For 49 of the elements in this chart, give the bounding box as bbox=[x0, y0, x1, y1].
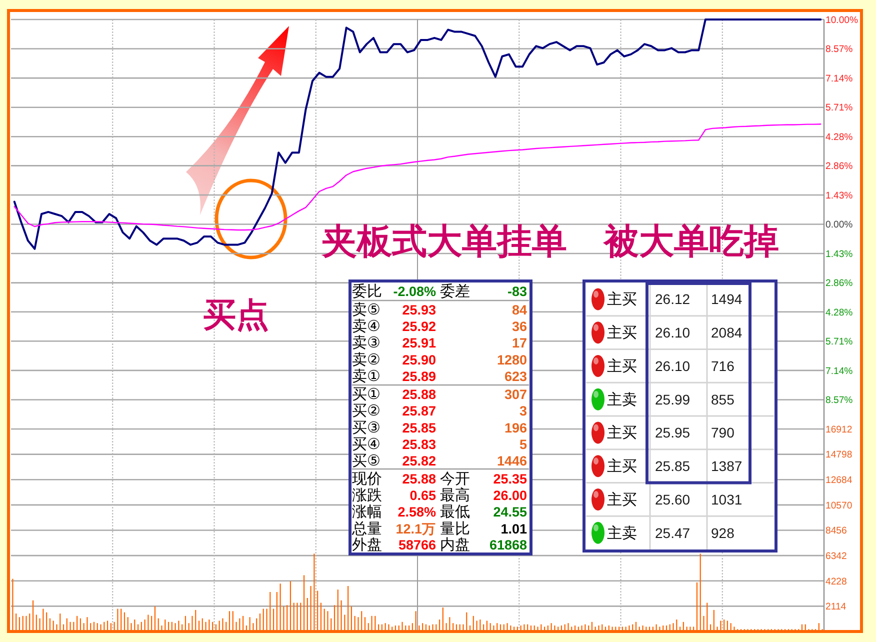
y-tick-label: 7.14% bbox=[826, 366, 854, 377]
y-tick-label: 0.00% bbox=[826, 220, 854, 231]
text: 涨跌 0.65 最高 26.00 bbox=[352, 487, 527, 504]
y-tick-label: 8.57% bbox=[826, 395, 854, 406]
annotation: 被大单吃掉 bbox=[602, 222, 779, 261]
y-tick-label: 4.28% bbox=[826, 132, 854, 144]
text: 卖① 25.89 623 bbox=[352, 368, 527, 385]
y-tick-label: 7.14% bbox=[826, 73, 854, 84]
y-tick-label: 6342 bbox=[826, 550, 847, 562]
text: 总量 12.1万 量比 1.01 bbox=[352, 520, 527, 538]
y-tick-label: 10570 bbox=[826, 500, 852, 512]
text: 卖④ 25.92 36 bbox=[352, 318, 527, 335]
text: 主买 25.95 790 bbox=[607, 424, 734, 442]
y-tick-label: 2114 bbox=[826, 602, 847, 613]
text: 卖② 25.90 1280 bbox=[352, 351, 527, 368]
text: 买④ 25.83 5 bbox=[352, 436, 527, 453]
y-tick-label: 1.43% bbox=[826, 190, 854, 202]
text: 委比 -2.08% 委差 -83 bbox=[352, 283, 527, 300]
y-tick-label: 12684 bbox=[826, 475, 853, 486]
text: 主买 26.10 2084 bbox=[607, 324, 742, 342]
annotation: 夹板式大单挂单 bbox=[321, 222, 567, 261]
y-tick-label: 8.57% bbox=[826, 44, 854, 56]
y-tick-label: 10.00% bbox=[826, 14, 859, 26]
text: 卖③ 25.91 17 bbox=[352, 334, 527, 352]
text: 买⑤ 25.82 1446 bbox=[352, 452, 527, 470]
text: 主买 25.60 1031 bbox=[607, 491, 742, 508]
text: 主卖 25.99 855 bbox=[607, 391, 734, 408]
y-tick-label: 14798 bbox=[826, 450, 852, 461]
text: 买① 25.88 307 bbox=[352, 386, 527, 403]
y-tick-label: 16912 bbox=[826, 424, 852, 436]
annotation: 买点 bbox=[203, 296, 269, 333]
text: 买③ 25.85 196 bbox=[352, 419, 527, 436]
text: 外盘 58766 内盘 61868 bbox=[352, 536, 527, 554]
text: 现价 25.88 今开 25.35 bbox=[352, 470, 527, 488]
y-tick-label: 2.86% bbox=[826, 278, 854, 290]
y-tick-label: 4.28% bbox=[826, 307, 854, 318]
text: 主买 26.12 1494 bbox=[607, 291, 742, 308]
y-tick-label: 1.43% bbox=[826, 248, 854, 260]
y-tick-label: 4228 bbox=[826, 576, 847, 588]
text: 卖⑤ 25.93 84 bbox=[352, 301, 527, 318]
text: 涨幅 2.58% 最低 24.55 bbox=[352, 504, 527, 521]
y-tick-label: 2.86% bbox=[826, 161, 854, 172]
y-tick-label: 8456 bbox=[826, 526, 847, 537]
text: 主买 25.85 1387 bbox=[607, 458, 742, 476]
text: 主卖 25.47 928 bbox=[607, 524, 734, 542]
text: 主买 26.10 716 bbox=[607, 358, 734, 375]
text: 买② 25.87 3 bbox=[352, 402, 527, 420]
y-tick-label: 5.71% bbox=[826, 102, 854, 114]
y-tick-label: 5.71% bbox=[826, 336, 854, 348]
